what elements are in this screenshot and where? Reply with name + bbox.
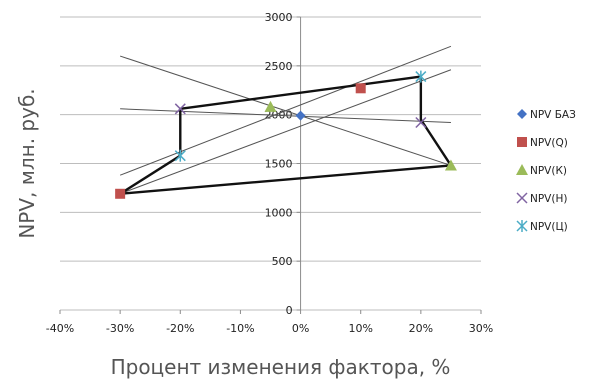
- legend-marker: [516, 220, 528, 232]
- data-point: [355, 83, 366, 94]
- x-tick-label: 30%: [469, 322, 493, 335]
- legend-item: NPV(Н): [516, 192, 567, 205]
- legend-label: NPV(Н): [530, 193, 567, 205]
- sensitivity-lines: [119, 45, 452, 195]
- legend-marker: [517, 137, 527, 147]
- sensitivity-line: [119, 69, 452, 195]
- y-axis-title: NPV, млн. руб.: [15, 88, 39, 238]
- x-tick-label: 20%: [409, 322, 433, 335]
- envelope-polyline: [119, 75, 453, 195]
- envelope-line: [119, 75, 453, 195]
- x-tick-label: -10%: [226, 322, 254, 335]
- y-tick-label: 500: [272, 255, 293, 268]
- data-point: [295, 110, 306, 121]
- data-point: [174, 103, 186, 115]
- data-point: [174, 149, 186, 162]
- data-point: [415, 116, 427, 129]
- legend: NPV БАЗ NPV(Q) NPV(К) NPV(Н) NPV(Ц): [516, 109, 576, 233]
- data-point: [444, 159, 457, 171]
- y-tick-label: 1000: [265, 206, 293, 219]
- legend-item: NPV(Q): [517, 137, 568, 149]
- y-tick-label: 1500: [265, 158, 293, 171]
- x-tick-label: 0%: [292, 322, 309, 335]
- legend-label: NPV(Q): [530, 137, 568, 149]
- legend-item: NPV БАЗ: [517, 109, 576, 121]
- legend-label: NPV БАЗ: [530, 109, 576, 121]
- legend-marker: [516, 164, 528, 175]
- legend-item: NPV(К): [516, 164, 567, 177]
- legend-marker: [517, 109, 527, 119]
- tick-labels: 050010001500200025003000-40%-30%-20%-10%…: [46, 11, 493, 335]
- legend-marker: [516, 192, 528, 204]
- sensitivity-line: [119, 45, 452, 176]
- x-tick-label: -20%: [166, 322, 194, 335]
- x-tick-label: 10%: [348, 322, 372, 335]
- data-point: [115, 188, 126, 199]
- data-points: [115, 70, 457, 199]
- data-point: [415, 70, 427, 83]
- legend-label: NPV(Ц): [530, 221, 568, 233]
- data-point: [264, 100, 277, 112]
- sensitivity-line: [120, 108, 451, 123]
- y-tick-label: 2500: [265, 60, 293, 73]
- x-tick-label: -30%: [106, 322, 134, 335]
- y-tick-label: 0: [286, 304, 293, 317]
- legend-item: NPV(Ц): [516, 220, 568, 233]
- x-tick-label: -40%: [46, 322, 74, 335]
- x-axis-title: Процент изменения фактора, %: [111, 355, 451, 379]
- y-tick-label: 3000: [265, 11, 293, 24]
- legend-label: NPV(К): [530, 165, 567, 177]
